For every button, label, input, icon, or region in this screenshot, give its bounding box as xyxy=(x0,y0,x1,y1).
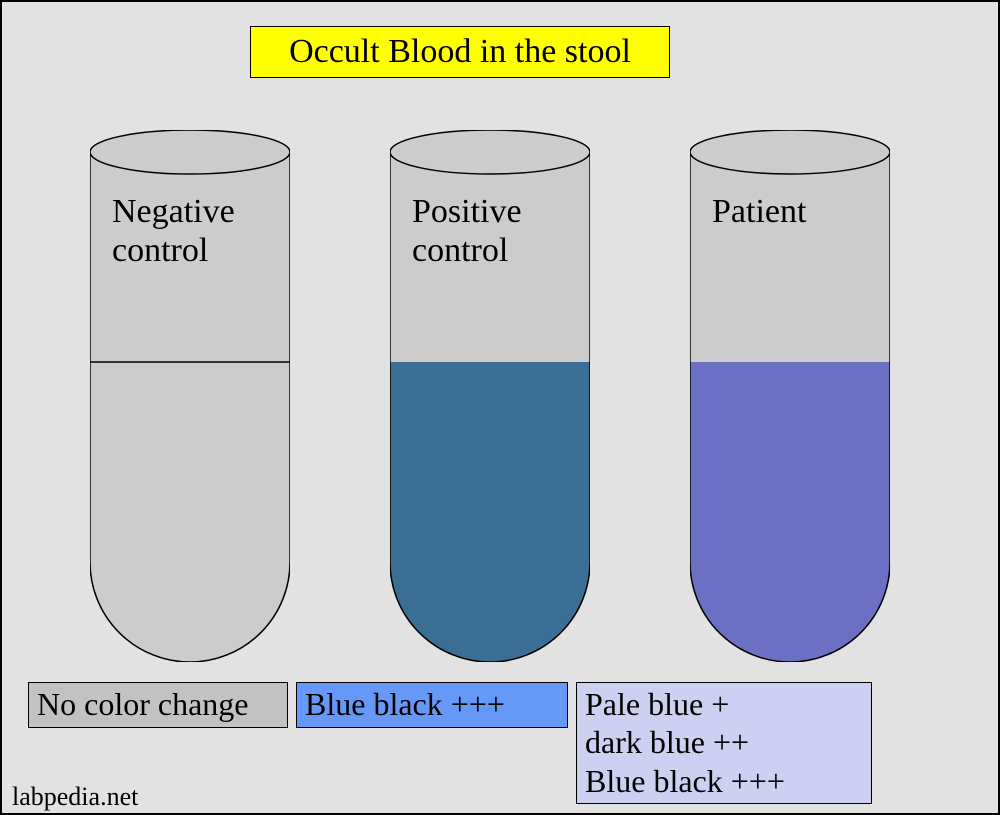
title-box: Occult Blood in the stool xyxy=(250,26,670,78)
tube-patient: Patient xyxy=(690,130,890,662)
result-patient: Pale blue +dark blue ++Blue black +++ xyxy=(576,682,872,804)
result-negative-line-0: No color change xyxy=(37,685,279,723)
tube-label-patient: Patient xyxy=(712,192,806,231)
title-text: Occult Blood in the stool xyxy=(289,33,631,71)
result-patient-line-2: Blue black +++ xyxy=(585,762,863,800)
tube-label-positive-control: Positivecontrol xyxy=(412,192,522,270)
result-patient-line-1: dark blue ++ xyxy=(585,723,863,761)
tube-label-line1: Patient xyxy=(712,192,806,231)
source-label: labpedia.net xyxy=(12,782,138,812)
tube-label-line1: Positive xyxy=(412,192,522,231)
result-positive-line-0: Blue black +++ xyxy=(305,685,559,723)
tube-positive-control: Positivecontrol xyxy=(390,130,590,662)
source-text: labpedia.net xyxy=(12,782,138,811)
tube-label-line2: control xyxy=(412,231,522,270)
tube-label-line1: Negative xyxy=(112,192,235,231)
tube-label-line2: control xyxy=(112,231,235,270)
tube-label-negative-control: Negativecontrol xyxy=(112,192,235,270)
tube-negative-control: Negativecontrol xyxy=(90,130,290,662)
diagram-frame: Occult Blood in the stool Negativecontro… xyxy=(0,0,1000,815)
result-patient-line-0: Pale blue + xyxy=(585,685,863,723)
result-positive: Blue black +++ xyxy=(296,682,568,728)
result-negative: No color change xyxy=(28,682,288,728)
